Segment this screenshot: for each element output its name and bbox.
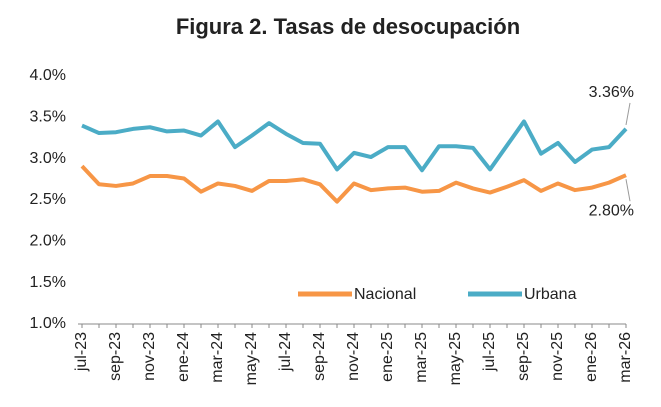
value-label: 3.36% [589, 84, 634, 101]
legend-label: Urbana [524, 286, 577, 303]
y-tick-label: 4.0% [30, 67, 66, 84]
x-tick-label: may-24 [243, 332, 260, 385]
x-tick-label: ene-25 [379, 332, 396, 382]
y-tick-label: 3.0% [30, 150, 66, 167]
y-tick-label: 2.0% [30, 233, 66, 250]
x-tick-label: mar-24 [209, 332, 226, 383]
x-tick-label: nov-25 [549, 332, 566, 381]
x-tick-label: jul-24 [277, 332, 294, 372]
y-tick-label: 2.5% [30, 191, 66, 208]
x-tick-label: nov-23 [141, 332, 158, 381]
x-tick-label: sep-24 [311, 332, 328, 381]
y-tick-label: 1.0% [30, 315, 66, 332]
x-tick-label: nov-24 [345, 332, 362, 381]
x-tick-label: mar-25 [413, 332, 430, 383]
series-line [80, 164, 627, 204]
x-tick-label: ene-26 [583, 332, 600, 382]
chart-title: Figura 2. Tasas de desocupación [176, 14, 520, 39]
series-line [81, 119, 628, 173]
x-tick-label: may-25 [447, 332, 464, 385]
x-tick-label: sep-25 [515, 332, 532, 381]
x-tick-label: ene-24 [175, 332, 192, 382]
x-tick-label: jul-23 [73, 332, 90, 372]
legend-label: Nacional [354, 286, 416, 303]
x-tick-label: mar-26 [617, 332, 634, 383]
x-tick-label: sep-23 [107, 332, 124, 381]
label-leader [625, 102, 631, 125]
y-tick-label: 3.5% [30, 109, 66, 126]
x-tick-label: jul-25 [481, 332, 498, 372]
label-leader [625, 179, 631, 202]
y-tick-label: 1.5% [30, 274, 66, 291]
value-label: 2.80% [589, 202, 634, 219]
